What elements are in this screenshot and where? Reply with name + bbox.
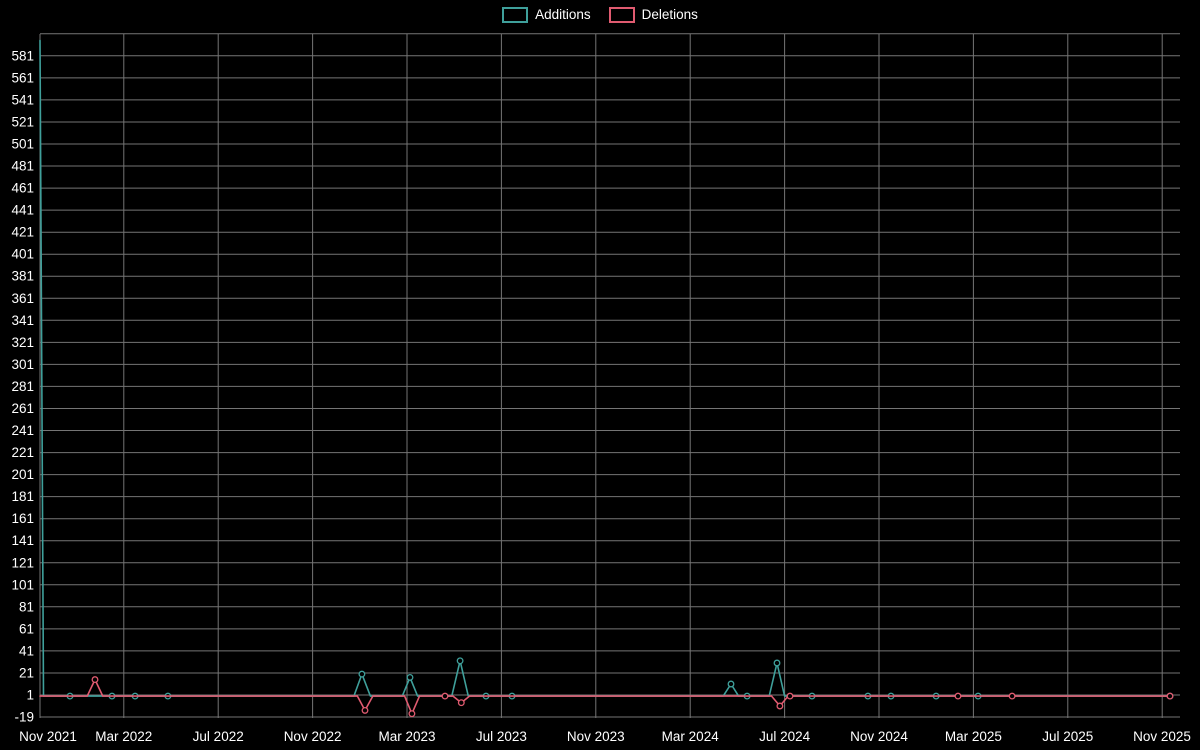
x-axis-label: Mar 2025 — [945, 729, 1002, 744]
x-axis-label: Nov 2024 — [850, 729, 908, 744]
chart-legend: Additions Deletions — [0, 7, 1200, 23]
deletions-line — [39, 678, 1171, 715]
y-axis-label: 321 — [11, 335, 34, 350]
y-axis-label: 121 — [11, 555, 34, 570]
y-axis-label: -19 — [14, 710, 34, 725]
deletions-point-marker — [786, 692, 794, 700]
y-axis-label: 181 — [11, 489, 34, 504]
y-axis-label: 541 — [11, 92, 34, 107]
x-axis-label: Nov 2021 — [19, 729, 77, 744]
deletions-point-marker — [954, 692, 962, 700]
additions-line — [39, 39, 1171, 697]
y-axis-label: 401 — [11, 247, 34, 262]
y-axis-label: 61 — [19, 621, 34, 636]
deletions-point-marker — [91, 676, 99, 684]
x-axis-label: Mar 2024 — [662, 729, 720, 744]
y-axis-label: 281 — [11, 379, 34, 394]
x-axis-label: Mar 2023 — [378, 729, 435, 744]
y-axis-label: 561 — [11, 70, 34, 85]
deletions-point-marker — [1008, 692, 1016, 700]
deletions-point-marker — [457, 699, 465, 707]
x-axis-label: Nov 2025 — [1133, 729, 1191, 744]
y-axis-label: 381 — [11, 269, 34, 284]
y-axis-label: 21 — [19, 666, 34, 681]
y-axis-label: 361 — [11, 291, 34, 306]
y-axis-label: 341 — [11, 313, 34, 328]
x-axis-label: Mar 2022 — [95, 729, 152, 744]
y-axis-label: 481 — [11, 159, 34, 174]
y-axis-label: 521 — [11, 115, 34, 130]
y-axis-label: 421 — [11, 225, 34, 240]
additions-point-marker — [456, 657, 464, 665]
legend-item-additions[interactable]: Additions — [502, 7, 591, 23]
deletions-point-marker — [361, 706, 369, 714]
y-axis-label: 101 — [11, 577, 34, 592]
y-axis-label: 81 — [19, 599, 34, 614]
y-axis-label: 581 — [11, 48, 34, 63]
additions-point-marker — [358, 670, 366, 678]
deletions-point-marker — [776, 702, 784, 710]
legend-label-additions: Additions — [535, 7, 591, 23]
y-axis-label: 201 — [11, 467, 34, 482]
x-axis-label: Nov 2022 — [284, 729, 342, 744]
x-axis-label: Jul 2024 — [759, 729, 811, 744]
x-axis-label: Jul 2025 — [1042, 729, 1093, 744]
y-axis-label: 141 — [11, 533, 34, 548]
additions-point-marker — [773, 659, 781, 667]
y-axis-label: 301 — [11, 357, 34, 372]
y-axis-label: 441 — [11, 203, 34, 218]
deletions-point-marker — [1166, 692, 1174, 700]
y-axis-label: 261 — [11, 401, 34, 416]
y-axis-label: 501 — [11, 137, 34, 152]
y-axis-label: 241 — [11, 423, 34, 438]
legend-item-deletions[interactable]: Deletions — [608, 7, 698, 23]
y-axis-label: 161 — [11, 511, 34, 526]
additions-point-marker — [727, 680, 735, 688]
additions-point-marker — [406, 673, 414, 681]
y-axis-label: 461 — [11, 181, 34, 196]
deletions-point-marker — [441, 692, 449, 700]
deletions-point-marker — [408, 710, 416, 718]
x-axis-label: Jul 2022 — [193, 729, 244, 744]
deletions-swatch-icon — [608, 7, 635, 23]
x-axis-label: Nov 2023 — [567, 729, 625, 744]
y-axis-label: 221 — [11, 445, 34, 460]
y-axis-label: 41 — [19, 643, 34, 658]
x-axis-label: Jul 2023 — [476, 729, 527, 744]
y-axis-label: 1 — [26, 688, 34, 703]
additions-swatch-icon — [502, 7, 529, 23]
legend-label-deletions: Deletions — [641, 7, 698, 23]
